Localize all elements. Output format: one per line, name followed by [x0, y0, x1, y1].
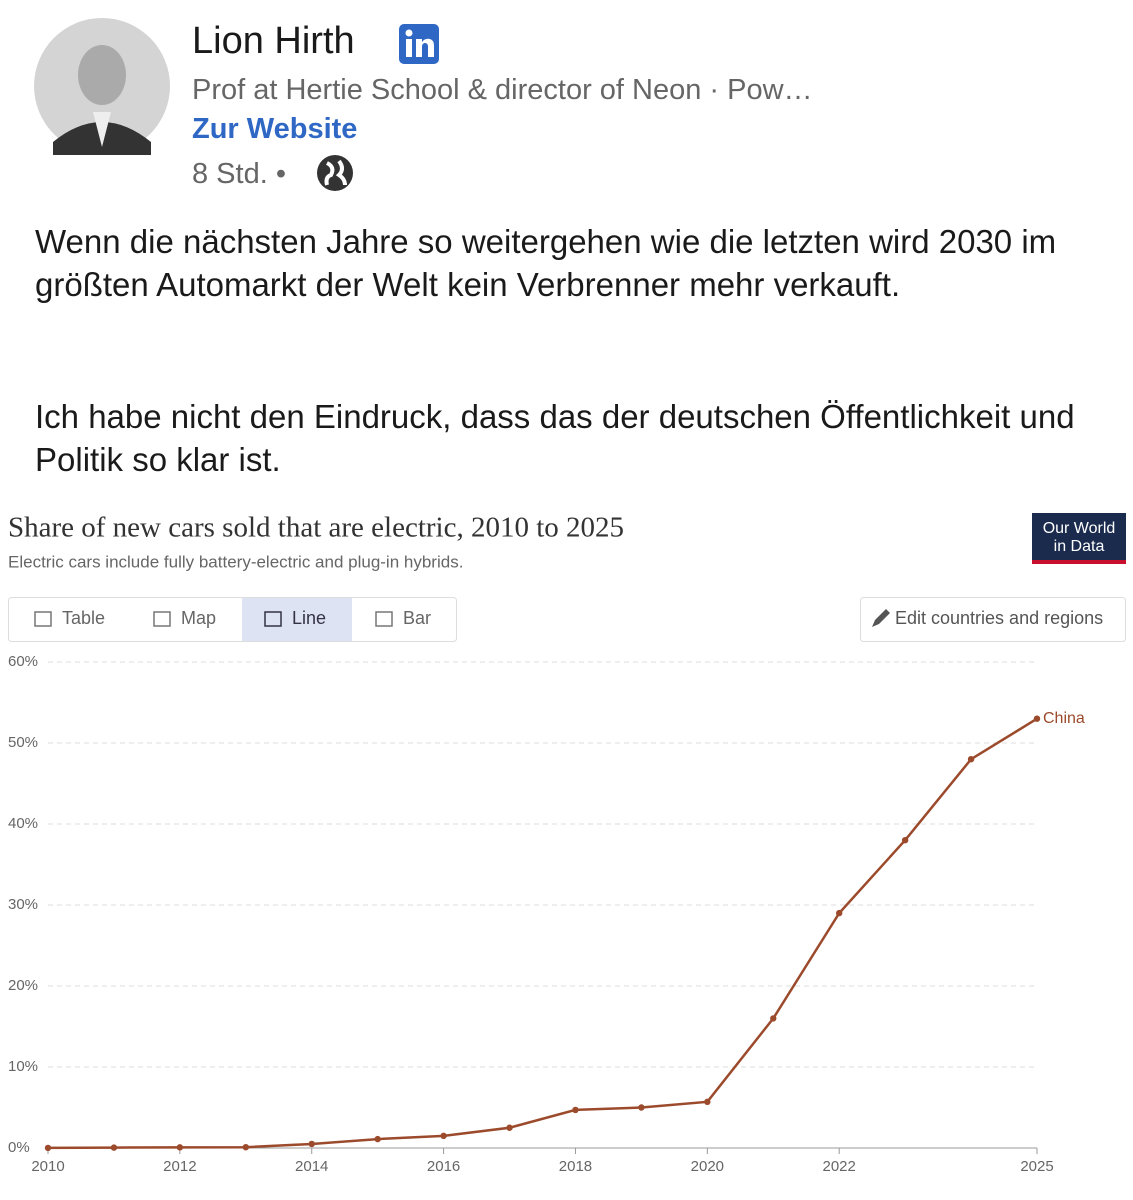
data-point: [44, 1144, 52, 1152]
y-tick-label: 0%: [8, 1139, 30, 1156]
y-tick-label: 50%: [8, 734, 38, 751]
data-point: [506, 1124, 513, 1131]
post-paragraph: Wenn die nächsten Jahre so weitergehen w…: [35, 223, 1057, 303]
tab-icon: [375, 611, 393, 627]
x-tick-label: 2012: [163, 1158, 196, 1175]
data-point: [1033, 715, 1041, 722]
linkedin-badge: [399, 24, 439, 64]
data-point: [242, 1143, 249, 1151]
logo[interactable]: [1032, 513, 1126, 564]
data-point: [440, 1132, 447, 1140]
data-point: [967, 756, 975, 763]
data-point: [901, 837, 909, 844]
series-label[interactable]: China: [1043, 710, 1085, 727]
tab-icon: [264, 611, 282, 627]
x-tick-label: 2014: [295, 1158, 328, 1175]
x-tick-label: 2020: [691, 1158, 724, 1175]
y-tick-label: 10%: [8, 1058, 38, 1075]
data-point: [110, 1144, 118, 1151]
tab-icon: [34, 611, 52, 627]
x-tick-label: 2025: [1020, 1158, 1053, 1175]
y-tick-label: 40%: [8, 815, 38, 832]
data-point: [308, 1140, 315, 1148]
data-point: [374, 1135, 381, 1143]
x-tick-label: 2018: [559, 1158, 592, 1175]
edit-button[interactable]: Edit countries and regions: [895, 608, 1103, 628]
tab[interactable]: Table: [62, 608, 105, 628]
data-point: [704, 1098, 711, 1106]
author-headline: Prof at Hertie School & director of Neon…: [192, 74, 813, 106]
logo-text: in Data: [1054, 538, 1105, 555]
data-point: [638, 1104, 645, 1111]
post-time: 8 Std. •: [192, 158, 286, 190]
y-tick-label: 20%: [8, 977, 38, 994]
chart-subtitle: Electric cars include fully battery-elec…: [8, 552, 463, 571]
author-name[interactable]: Lion Hirth: [192, 20, 355, 62]
tab[interactable]: Bar: [403, 608, 431, 628]
data-point: [770, 1015, 777, 1022]
post-paragraph: Ich habe nicht den Eindruck, dass das de…: [35, 398, 1075, 478]
x-tick-label: 2016: [427, 1158, 460, 1175]
tab-icon: [153, 611, 171, 627]
website-link[interactable]: Zur Website: [192, 113, 358, 145]
data-point: [836, 909, 843, 917]
x-tick-label: 2022: [823, 1158, 856, 1175]
chart-title: Share of new cars sold that are electric…: [8, 512, 624, 544]
data-point: [572, 1106, 579, 1114]
tab[interactable]: Map: [181, 608, 216, 628]
x-tick-label: 2010: [31, 1158, 64, 1175]
globe-icon: [317, 155, 353, 191]
series-line: [47, 717, 1038, 1150]
avatar[interactable]: [33, 17, 171, 155]
tab[interactable]: Line: [292, 608, 326, 628]
data-point: [176, 1144, 184, 1151]
chart: Share of new cars sold that are electric…: [8, 512, 1126, 1175]
logo-text: Our World: [1043, 520, 1116, 537]
y-tick-label: 60%: [8, 653, 38, 670]
y-tick-label: 30%: [8, 896, 38, 913]
